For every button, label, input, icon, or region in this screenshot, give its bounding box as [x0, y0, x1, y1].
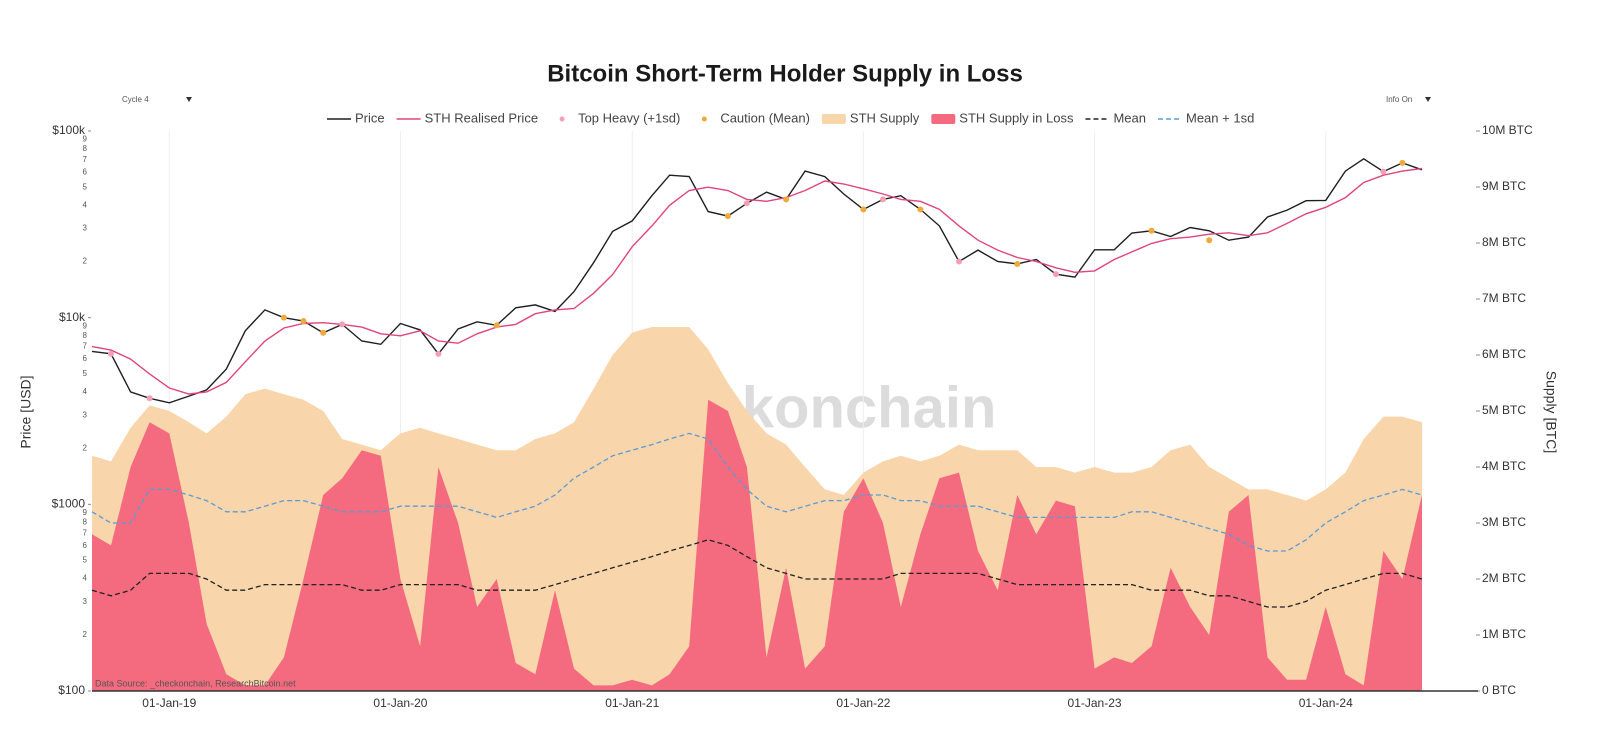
y-minor-tick-label: 9 — [83, 321, 88, 330]
point — [320, 329, 327, 336]
point — [1014, 260, 1021, 267]
point — [280, 314, 287, 321]
y-minor-tick-label: 7 — [83, 528, 88, 537]
y-minor-tick-label: 2 — [83, 257, 88, 266]
point — [783, 196, 790, 203]
source-note: Data Source: _checkonchain, ResearchBitc… — [95, 678, 296, 688]
point — [917, 206, 924, 213]
y-minor-tick-label: 3 — [83, 224, 88, 233]
y-minor-tick-label: 3 — [83, 597, 88, 606]
y-minor-tick-label: 5 — [83, 369, 88, 378]
legend-label: STH Supply in Loss — [959, 110, 1074, 125]
y-minor-tick-label: 8 — [83, 331, 88, 340]
x-tick-label: 01-Jan-20 — [373, 696, 427, 710]
x-tick-label: 01-Jan-21 — [605, 696, 659, 710]
cycle-dropdown[interactable]: Cycle 4 — [122, 95, 149, 104]
y2-axis-label: Supply [BTC] — [1543, 371, 1559, 453]
point — [1399, 159, 1406, 166]
y-minor-tick-label: 9 — [83, 135, 88, 144]
legend-swatch — [701, 116, 707, 122]
y-minor-tick-label: 4 — [83, 387, 88, 396]
point — [146, 395, 153, 402]
point — [860, 206, 867, 213]
area — [92, 399, 1422, 691]
point — [1206, 237, 1213, 244]
legend-label: Top Heavy (+1sd) — [578, 110, 680, 125]
dropdown-arrow[interactable] — [186, 97, 192, 102]
legend-label: STH Supply — [850, 110, 920, 125]
y-tick-label: $10k — [59, 310, 86, 324]
legend-label: Mean — [1113, 110, 1146, 125]
y-minor-tick-label: 7 — [83, 342, 88, 351]
y-tick-label: $100 — [58, 683, 85, 697]
dashed-line — [91, 539, 1423, 608]
legend-swatch — [931, 114, 956, 124]
y-minor-tick-label: 2 — [83, 443, 88, 452]
legend: Price STH Realised Price Top Heavy (+1sd) C… — [327, 110, 1254, 125]
y2-tick-label: 3M BTC — [1482, 515, 1526, 529]
y2-tick-label: 1M BTC — [1482, 627, 1526, 641]
chart-title: Bitcoin Short-Term Holder Supply in Loss — [547, 60, 1023, 87]
y2-tick-label: 10M BTC — [1482, 123, 1533, 137]
y-minor-tick-label: 8 — [83, 144, 88, 153]
x-tick-label: 01-Jan-24 — [1299, 696, 1353, 710]
y-minor-tick-label: 6 — [83, 168, 88, 177]
x-tick-label: 01-Jan-19 — [142, 696, 196, 710]
y2-tick-label: 8M BTC — [1482, 235, 1526, 249]
x-tick-label: 01-Jan-23 — [1068, 696, 1122, 710]
x-tick-label: 01-Jan-22 — [836, 696, 890, 710]
point — [435, 350, 442, 357]
point — [1052, 271, 1059, 278]
legend-label: Caution (Mean) — [720, 110, 810, 125]
y-minor-tick-label: 6 — [83, 354, 88, 363]
y-minor-tick-label: 3 — [83, 410, 88, 419]
point — [1380, 168, 1387, 175]
y-minor-tick-label: 2 — [83, 630, 88, 639]
point — [493, 322, 500, 329]
info-dropdown[interactable]: Info On — [1386, 95, 1412, 104]
y-minor-tick-label: 4 — [83, 574, 88, 583]
y2-tick-label: 0 BTC — [1482, 683, 1516, 697]
line — [91, 157, 1423, 404]
legend-label: STH Realised Price — [425, 110, 538, 125]
y-minor-tick-label: 8 — [83, 518, 88, 527]
y-minor-tick-label: 7 — [83, 155, 88, 164]
point — [108, 350, 114, 357]
y-minor-tick-label: 4 — [83, 200, 88, 209]
legend-swatch — [559, 116, 565, 122]
line — [91, 167, 1423, 395]
y2-tick-label: 4M BTC — [1482, 459, 1526, 473]
legend-label: Price — [355, 110, 385, 125]
y-axis-label: Price [USD] — [18, 375, 34, 448]
y2-tick-label: 7M BTC — [1482, 291, 1526, 305]
y-minor-tick-label: 6 — [83, 541, 88, 550]
y-minor-tick-label: 5 — [83, 182, 88, 191]
point — [880, 196, 887, 203]
y2-tick-label: 5M BTC — [1482, 403, 1526, 417]
y2-tick-label: 2M BTC — [1482, 571, 1526, 585]
legend-swatch — [821, 114, 846, 124]
point — [339, 321, 346, 328]
y-minor-tick-label: 5 — [83, 556, 88, 565]
dropdown-arrow[interactable] — [1425, 97, 1431, 102]
y-minor-tick-label: 9 — [83, 508, 88, 517]
point — [743, 200, 750, 207]
y-tick-label: $100k — [52, 123, 86, 137]
point — [724, 213, 731, 220]
point — [956, 258, 963, 265]
y2-tick-label: 6M BTC — [1482, 347, 1526, 361]
y2-tick-label: 9M BTC — [1482, 179, 1526, 193]
point — [300, 317, 307, 324]
dashed-line — [91, 432, 1423, 552]
area — [92, 327, 1422, 691]
legend-label: Mean + 1sd — [1186, 110, 1254, 125]
y-tick-label: $1000 — [52, 497, 86, 511]
point — [1148, 227, 1155, 234]
